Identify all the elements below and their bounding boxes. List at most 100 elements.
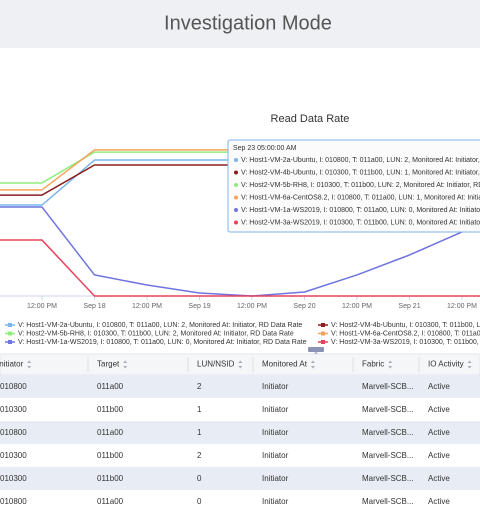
legend-items: V: Host1-VM-2a-Ubuntu, I: 010800, T: 011…: [5, 322, 480, 346]
tooltip-title: Sep 23 05:00:00 AM: [233, 145, 297, 152]
table-cell: 011b00: [97, 451, 124, 460]
table-row[interactable]: [0, 398, 480, 421]
x-tick-label: 12:00 PM: [447, 303, 477, 310]
tooltip-item: V: Host1-VM-2a-Ubuntu, I: 010800, T: 011…: [241, 157, 480, 164]
table-cell: 011b00: [97, 405, 124, 414]
table-cell: Active: [428, 451, 450, 460]
x-tick-label: Sep 21: [398, 303, 420, 310]
table-row[interactable]: [0, 467, 480, 490]
tooltip-dot: [234, 170, 238, 175]
x-tick-label: Sep 19: [188, 303, 210, 310]
table-header: [0, 353, 480, 376]
table-cell: Initiator: [262, 428, 289, 437]
x-tick-label: Sep 20: [293, 303, 315, 310]
legend-item[interactable]: V: Host2-VM-4b-Ubuntu, I: 010300, T: 011…: [331, 322, 480, 329]
table-cell: 010300: [0, 474, 27, 483]
tooltip-item: V: Host2-VM-3a-WS2019, I: 010300, T: 011…: [241, 219, 480, 226]
table-cell: Marvell-SCB...: [362, 451, 414, 460]
table-cell: 2: [197, 382, 202, 391]
tooltip-dot: [234, 158, 238, 162]
column-header[interactable]: Monitored At: [262, 360, 308, 369]
table-cell: Marvell-SCB...: [362, 382, 414, 391]
legend-marker: [8, 340, 12, 344]
tooltip-dot: [234, 195, 238, 200]
table-cell: Initiator: [262, 382, 289, 391]
sort-icon[interactable]: [388, 360, 393, 369]
table-cell: Active: [428, 428, 450, 437]
table-cell: Initiator: [262, 474, 289, 483]
table-cell: 011b00: [97, 474, 124, 483]
sort-icon[interactable]: [238, 360, 243, 369]
table-cell: 010800: [0, 497, 27, 506]
table-cell: Marvell-SCB...: [362, 474, 414, 483]
legend-marker: [8, 331, 12, 336]
table-cell: 0: [197, 497, 202, 506]
column-header[interactable]: IO Activity: [428, 360, 464, 369]
table-cell: Active: [428, 474, 450, 483]
x-tick-label: 12:00 PM: [342, 303, 372, 310]
tooltip-item: V: Host1-VM-6a-CentOS8.2, I: 010800, T: …: [241, 194, 480, 201]
table: Initiator Target LUN/NSID Monitored At Fabri…: [0, 353, 480, 513]
table-cell: Active: [428, 382, 450, 391]
legend-item[interactable]: V: Host2-VM-5b-RH8, I: 010300, T: 011b00…: [18, 330, 294, 337]
legend-marker: [321, 340, 325, 344]
table-row[interactable]: [0, 375, 480, 398]
legend-marker: [321, 323, 325, 327]
chart-title: Read Data Rate: [271, 113, 350, 125]
tooltip: Sep 23 05:00:00 AM V: Host1-VM-2a-Ubuntu…: [227, 139, 480, 233]
table-cell: 010300: [0, 405, 27, 414]
x-tick-label: 12:00 PM: [132, 303, 162, 310]
sort-icon[interactable]: [123, 360, 128, 369]
tooltip-dot: [234, 208, 238, 212]
table-cell: Marvell-SCB...: [362, 405, 414, 414]
table-cell: 010800: [0, 428, 27, 437]
table-cell: 011a00: [97, 497, 124, 506]
table-cell: 1: [197, 405, 202, 414]
table-cell: 010300: [0, 451, 27, 460]
series-line: [0, 239, 480, 297]
legend-item[interactable]: V: Host2-VM-3a-WS2019, I: 010300, T: 011…: [331, 339, 480, 346]
legend-marker: [321, 331, 325, 336]
sort-icon[interactable]: [27, 360, 32, 369]
table-row[interactable]: [0, 490, 480, 513]
table-row[interactable]: [0, 444, 480, 467]
table-cell: Marvell-SCB...: [362, 497, 414, 506]
tooltip-item: V: Host1-VM-1a-WS2019, I: 010800, T: 011…: [241, 207, 480, 214]
page-title: Investigation Mode: [164, 12, 332, 34]
legend-item[interactable]: V: Host1-VM-2a-Ubuntu, I: 010800, T: 011…: [18, 322, 302, 329]
legend-marker: [8, 323, 12, 327]
tooltip-item: V: Host2-VM-4b-Ubuntu, I: 010300, T: 011…: [241, 169, 480, 176]
table-cell: Initiator: [262, 405, 289, 414]
tooltip-item: V: Host2-VM-5b-RH8, I: 010300, T: 011b00…: [241, 182, 480, 189]
table-cell: 0: [197, 474, 202, 483]
table-cell: Initiator: [262, 497, 289, 506]
column-header[interactable]: Target: [97, 360, 120, 369]
sort-icon[interactable]: [467, 360, 472, 369]
legend: V: Host1-VM-2a-Ubuntu, I: 010800, T: 011…: [5, 322, 480, 346]
tooltip-dot: [234, 183, 238, 187]
legend-item[interactable]: V: Host1-VM-1a-WS2019, I: 010800, T: 011…: [18, 339, 307, 346]
table-cell: 2: [197, 451, 202, 460]
tooltip-box: [227, 139, 480, 233]
table-cell: 1: [197, 428, 202, 437]
column-header[interactable]: Fabric: [362, 360, 384, 369]
x-tick-label: 12:00 PM: [237, 303, 267, 310]
handle-bar[interactable]: [308, 347, 324, 352]
legend-item[interactable]: V: Host1-VM-6a-CentOS8.2, I: 010800, T: …: [331, 330, 480, 337]
table-cell: Active: [428, 405, 450, 414]
tooltip-dot: [234, 220, 238, 225]
table-cell: 010800: [0, 382, 27, 391]
column-header[interactable]: Initiator: [0, 360, 24, 369]
table-cell: 011a00: [97, 428, 124, 437]
x-tick-label: Sep 18: [83, 303, 105, 310]
table-cell: Marvell-SCB...: [362, 428, 414, 437]
header-band: [0, 0, 480, 48]
x-tick-label: 12:00 PM: [27, 303, 57, 310]
table-cell: Active: [428, 497, 450, 506]
column-header[interactable]: LUN/NSID: [197, 360, 235, 369]
sort-icon[interactable]: [310, 360, 315, 369]
table-cell: Initiator: [262, 451, 289, 460]
table-row[interactable]: [0, 421, 480, 444]
table-cell: 011a00: [97, 382, 124, 391]
